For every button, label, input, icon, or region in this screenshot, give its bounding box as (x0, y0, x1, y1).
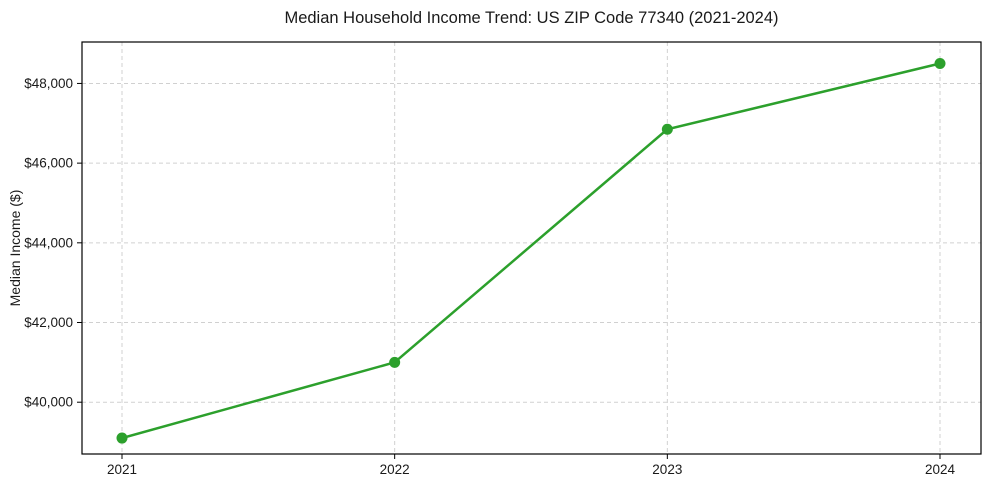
y-tick-label-46000: $46,000 (24, 156, 73, 171)
y-tick-label-48000: $48,000 (24, 76, 73, 91)
chart-title: Median Household Income Trend: US ZIP Co… (284, 9, 779, 27)
x-tick-label-2023: 2023 (652, 462, 682, 477)
y-tick-label-40000: $40,000 (24, 395, 73, 410)
x-tick-label-2021: 2021 (107, 462, 137, 477)
y-tick-label-42000: $42,000 (24, 315, 73, 330)
data-point-2023 (661, 123, 673, 135)
data-point-2021 (116, 432, 128, 444)
data-point-2022 (389, 356, 401, 368)
x-tick-label-2022: 2022 (380, 462, 410, 477)
data-point-2024 (934, 58, 946, 70)
x-tick-label-2024: 2024 (925, 462, 956, 477)
plot-border (81, 41, 982, 455)
trend-line (120, 62, 942, 440)
y-tick-label-44000: $44,000 (24, 235, 73, 250)
